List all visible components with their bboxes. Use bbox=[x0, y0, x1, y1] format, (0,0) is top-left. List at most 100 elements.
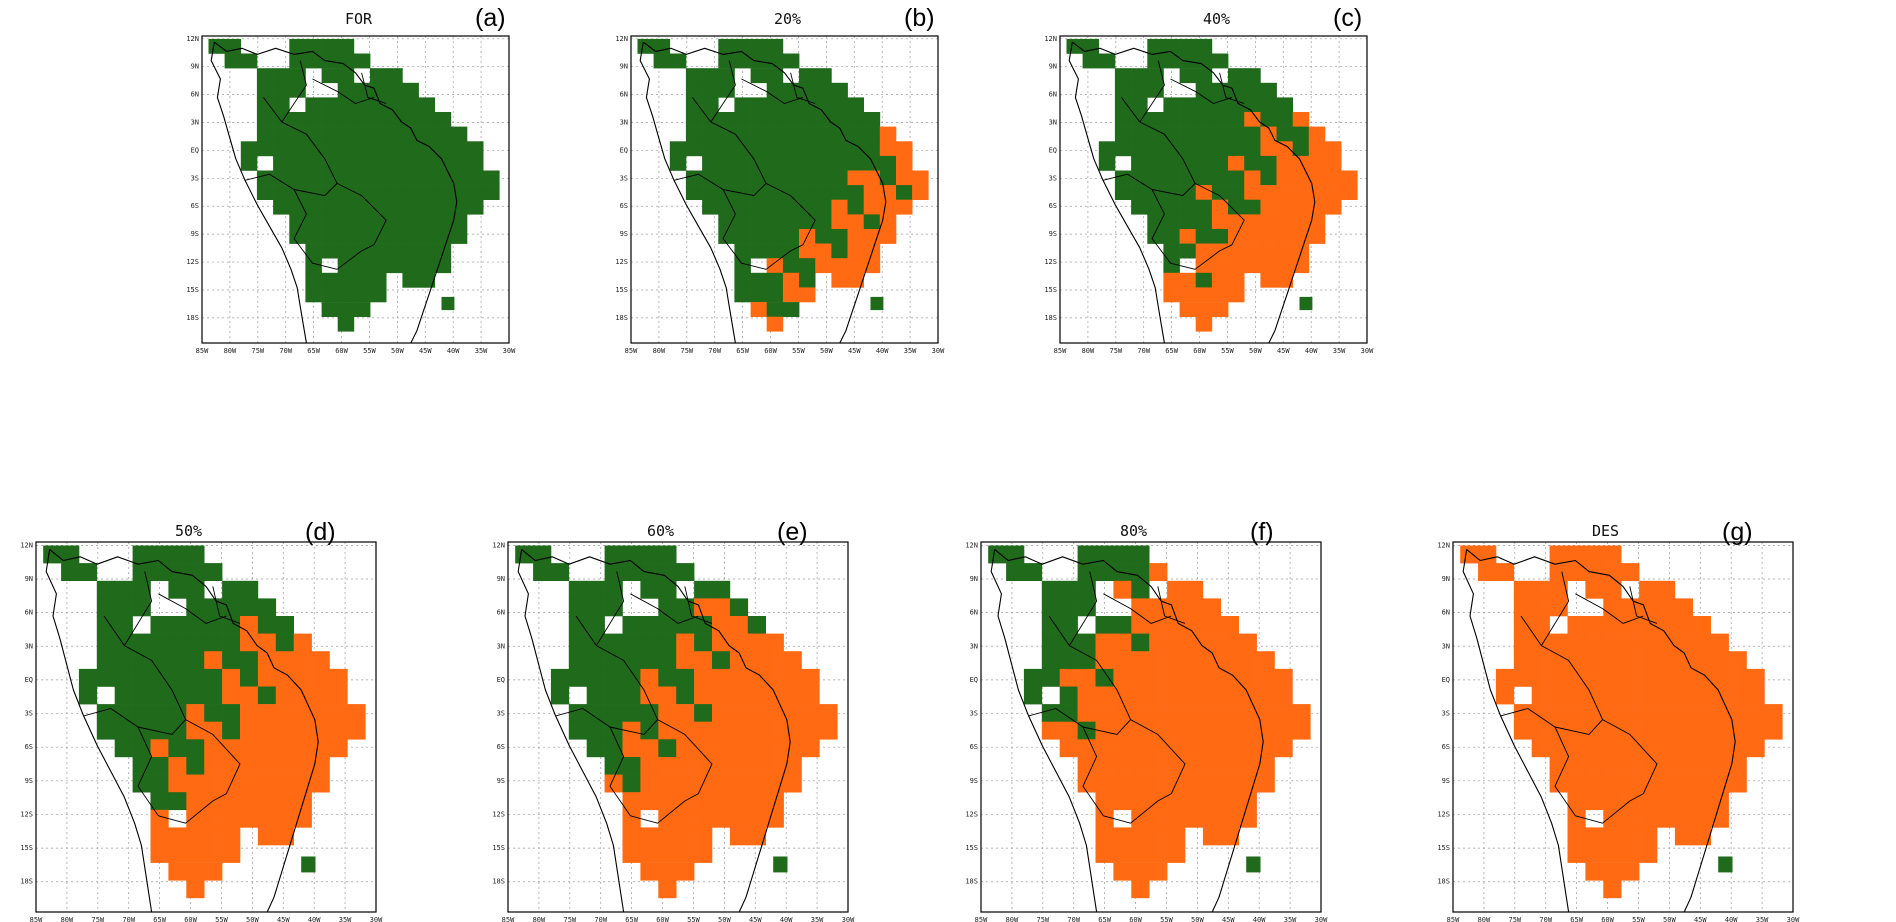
deforested-cell bbox=[1167, 739, 1186, 758]
lat-tick-label: 3N bbox=[191, 119, 199, 127]
deforested-cell bbox=[150, 845, 169, 863]
lon-tick-label: 85W bbox=[975, 916, 988, 922]
forest-cell bbox=[658, 651, 677, 670]
deforested-cell bbox=[1531, 580, 1550, 599]
forest-cell bbox=[1211, 185, 1229, 200]
forest-cell bbox=[782, 82, 800, 98]
deforested-cell bbox=[1131, 686, 1150, 705]
deforested-cell bbox=[1746, 668, 1765, 687]
deforested-cell bbox=[1292, 185, 1310, 200]
forest-cell bbox=[114, 598, 133, 617]
forest-cell bbox=[622, 616, 641, 634]
forest-cell bbox=[418, 214, 435, 230]
forest-cell bbox=[402, 243, 419, 259]
lat-tick-label: 18S bbox=[20, 878, 33, 886]
lon-tick-label: 85W bbox=[1054, 347, 1067, 355]
forest-cell bbox=[766, 53, 784, 69]
forest-cell bbox=[586, 616, 605, 634]
lon-tick-label: 60W bbox=[1129, 916, 1142, 922]
forest-cell bbox=[1147, 214, 1164, 230]
forest-cell bbox=[1147, 53, 1164, 69]
forest-cell bbox=[256, 82, 274, 98]
forest-cell bbox=[353, 141, 371, 157]
forest-cell bbox=[150, 792, 169, 811]
panel-letter-e: (e) bbox=[777, 518, 808, 546]
deforested-cell bbox=[1657, 739, 1676, 758]
lon-tick-label: 30W bbox=[842, 916, 855, 922]
deforested-cell bbox=[1549, 757, 1568, 775]
deforested-cell bbox=[1202, 792, 1222, 811]
lat-tick-label: 18S bbox=[965, 878, 978, 886]
forest-cell bbox=[750, 112, 768, 127]
forest-cell bbox=[1077, 598, 1096, 617]
forest-cell bbox=[658, 739, 677, 758]
lat-tick-label: 18S bbox=[492, 878, 505, 886]
deforested-cell bbox=[1603, 809, 1622, 828]
forest-cell bbox=[114, 651, 133, 670]
deforested-cell bbox=[1639, 633, 1658, 652]
deforested-cell bbox=[257, 633, 277, 652]
deforested-cell bbox=[1308, 214, 1326, 230]
forest-cell bbox=[831, 82, 848, 98]
coastline-west bbox=[1068, 42, 1165, 344]
lon-tick-label: 50W bbox=[391, 347, 404, 355]
deforested-cell bbox=[863, 199, 881, 215]
forest-cell bbox=[1023, 563, 1043, 581]
deforested-cell bbox=[1621, 563, 1640, 581]
deforested-cell bbox=[1308, 229, 1326, 244]
forest-cell bbox=[186, 633, 205, 652]
deforested-cell bbox=[1276, 170, 1293, 186]
lat-tick-label: 15S bbox=[492, 844, 505, 852]
deforested-cell bbox=[1163, 272, 1180, 288]
deforested-cell bbox=[329, 704, 348, 722]
deforested-cell bbox=[1567, 845, 1586, 863]
forest-cell bbox=[1147, 185, 1164, 200]
forest-cell bbox=[418, 141, 435, 157]
deforested-cell bbox=[1095, 686, 1114, 705]
forest-cell bbox=[337, 97, 355, 113]
forest-cell bbox=[257, 598, 277, 617]
forest-cell bbox=[1077, 580, 1096, 599]
map-g: DES (g)85W 80W 75W 70W 65W 60W 55W 50W 45W 40W 35W 3… bbox=[1437, 518, 1800, 922]
deforested-cell bbox=[676, 651, 695, 670]
forest-cell bbox=[586, 704, 605, 722]
lon-tick-label: 45W bbox=[419, 347, 432, 355]
forest-cell bbox=[96, 721, 115, 740]
lon-tick-label: 40W bbox=[447, 347, 460, 355]
forest-cell bbox=[150, 545, 169, 564]
forest-cell bbox=[289, 170, 306, 186]
forest-cell bbox=[568, 668, 587, 687]
deforested-cell bbox=[1710, 721, 1729, 740]
deforested-cell bbox=[1567, 686, 1586, 705]
deforested-cell bbox=[1621, 651, 1640, 670]
country-border bbox=[1554, 726, 1631, 824]
forest-cell bbox=[622, 757, 641, 775]
forest-cell bbox=[1098, 53, 1116, 69]
forest-cell bbox=[402, 170, 419, 186]
coastline-west bbox=[1462, 549, 1570, 913]
country-border bbox=[630, 593, 699, 624]
panel-title-c: 40% bbox=[1203, 10, 1230, 28]
forest-cell bbox=[150, 616, 169, 634]
forest-cell bbox=[637, 38, 654, 54]
forest-cell bbox=[402, 126, 419, 142]
forest-cell bbox=[766, 243, 784, 259]
deforested-cell bbox=[1202, 721, 1222, 740]
deforested-cell bbox=[1549, 704, 1568, 722]
deforested-cell bbox=[222, 668, 241, 687]
deforested-cell bbox=[799, 243, 816, 259]
forest-cell bbox=[61, 545, 80, 564]
deforested-cell bbox=[1603, 862, 1622, 881]
forest-cell bbox=[240, 580, 259, 599]
deforested-cell bbox=[1149, 633, 1168, 652]
lon-tick-label: 70W bbox=[1539, 916, 1552, 922]
deforested-cell bbox=[1325, 199, 1342, 215]
deforested-cell bbox=[1746, 721, 1765, 740]
deforested-cell bbox=[1292, 258, 1310, 274]
deforested-cell bbox=[1585, 616, 1604, 634]
forest-cell bbox=[782, 126, 800, 142]
deforested-cell bbox=[150, 739, 169, 758]
forest-cell bbox=[658, 668, 677, 687]
forest-cell bbox=[1163, 141, 1180, 157]
forest-cell bbox=[1023, 686, 1043, 705]
